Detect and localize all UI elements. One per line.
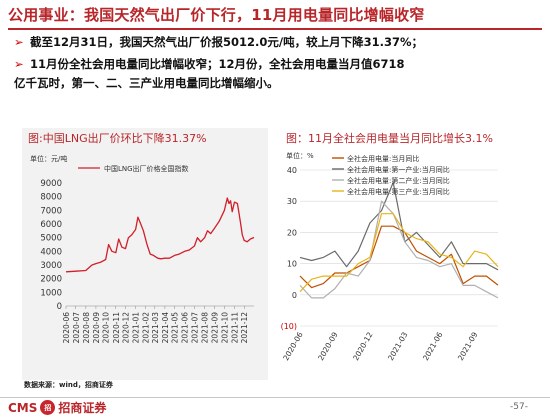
power-x-tick-label: 2020-12 (351, 330, 375, 362)
lng-y-tick-label: 6000 (40, 220, 62, 230)
lng-x-tick-label: 2021-09 (211, 312, 220, 344)
bullet-2-text-cont: 亿千瓦时，第一、二、三产业用电量同比增幅缩小。 (14, 76, 279, 90)
power-legend-label-2: 全社会用电量:第一产业:当月同比 (347, 165, 450, 174)
lng-y-tick-label: 9000 (40, 179, 62, 189)
page-number: -57- (510, 402, 528, 412)
lng-x-tick-label: 2020-10 (102, 312, 111, 344)
power-legend-label-1: 全社会用电量:当月同比 (347, 154, 419, 163)
power-y-tick-label: 20 (287, 228, 297, 237)
lng-y-tick-label: 1000 (40, 288, 62, 298)
lng-unit-label: 单位：元/吨 (30, 154, 67, 163)
power-y-tick-label: 10 (287, 260, 297, 269)
bullet-arrow-icon: ➢ (14, 35, 24, 49)
lng-x-tick-label: 2021-01 (132, 312, 141, 344)
company-logo: CMS 招 招商证券 (8, 399, 106, 416)
lng-x-tick-label: 2021-10 (220, 312, 229, 344)
lng-x-tick-label: 2021-04 (161, 312, 170, 344)
power-x-tick-label: 2021-06 (421, 330, 445, 362)
power-y-tick-label: 0 (292, 291, 297, 300)
lng-x-tick-label: 2020-07 (72, 312, 81, 344)
lng-x-tick-label: 2021-08 (201, 312, 210, 344)
power-x-tick-label: 2021-09 (456, 330, 480, 362)
lng-x-tick-label: 2020-12 (122, 312, 131, 344)
bullet-1-text: 截至12月31日，我国天然气出厂价报5012.0元/吨，较上月下降31.37%； (30, 35, 423, 49)
slide-title: 公用事业：我国天然气出厂价下行，11月用电量同比增幅收窄 (8, 6, 425, 24)
power-chart-title: 图：11月全社会用电量当月同比增长3.1% (286, 132, 493, 145)
title-divider (8, 28, 542, 30)
lng-y-tick-label: 5000 (40, 234, 62, 244)
lng-x-tick-label: 2021-06 (181, 312, 190, 344)
lng-y-tick-label: 8000 (40, 193, 62, 203)
bullet-arrow-icon: ➢ (14, 57, 24, 71)
power-series-line-3 (299, 200, 499, 299)
lng-x-tick-label: 2021-02 (142, 312, 151, 344)
power-y-tick-label: (10) (281, 322, 297, 331)
lng-x-tick-label: 2020-11 (112, 312, 121, 344)
power-x-tick-label: 2020-09 (316, 330, 340, 362)
logo-cms-text: CMS (8, 400, 38, 415)
footer-divider (0, 397, 550, 398)
lng-x-tick-label: 2021-05 (171, 312, 180, 344)
lng-x-tick-label: 2020-09 (92, 312, 101, 344)
logo-badge-icon: 招 (40, 400, 56, 415)
lng-x-tick-label: 2021-03 (151, 312, 160, 344)
logo-name-text: 招商证券 (58, 401, 107, 415)
power-series-line-1 (299, 225, 499, 289)
lng-y-tick-label: 0 (57, 302, 62, 312)
bullet-2: ➢ 11月份全社会用电量同比增幅收窄；12月份，全社会用电量当月值6718 (14, 55, 405, 74)
lng-legend-label: 中国LNG出厂价格全国指数 (104, 164, 189, 173)
lng-x-tick-label: 2021-07 (190, 312, 199, 344)
data-source-note: 数据来源：wind，招商证券 (24, 381, 113, 389)
lng-price-chart-panel: 图:中国LNG出厂价环比下降31.37% 单位：元/吨中国LNG出厂价格全国指数… (22, 128, 268, 380)
power-usage-chart: (10) 0 10 20 30 40 单位：% 2020-06 2020-09 2020-12 20… (281, 151, 499, 362)
power-legend-label-4: 全社会用电量:第三产业:当月同比 (347, 187, 450, 196)
bullet-2-continued: 亿千瓦时，第一、二、三产业用电量同比增幅缩小。 (14, 74, 279, 93)
power-usage-chart-panel: 图：11月全社会用电量当月同比增长3.1% (10) 0 10 20 30 40 单位：% 2… (280, 128, 528, 380)
lng-chart-title: 图:中国LNG出厂价环比下降31.37% (28, 132, 207, 145)
lng-x-tick-label: 2021-11 (230, 312, 239, 344)
lng-y-tick-label: 4000 (40, 247, 62, 257)
power-series-line-4 (299, 213, 499, 293)
bullet-2-text: 11月份全社会用电量同比增幅收窄；12月份，全社会用电量当月值6718 (30, 57, 405, 71)
power-y-tick-label: 30 (287, 197, 297, 206)
lng-y-tick-label: 7000 (40, 206, 62, 216)
power-y-tick-label: 40 (287, 166, 297, 175)
power-x-tick-label: 2021-03 (386, 330, 410, 362)
lng-y-tick-label: 2000 (40, 275, 62, 285)
lng-x-tick-label: 2020-06 (62, 312, 71, 344)
bullet-1: ➢ 截至12月31日，我国天然气出厂价报5012.0元/吨，较上月下降31.37%… (14, 33, 423, 52)
lng-x-tick-label: 2020-08 (82, 312, 91, 344)
power-unit-label: 单位：% (286, 151, 314, 160)
lng-price-line (65, 197, 255, 273)
lng-x-tick-label: 2021-12 (240, 312, 249, 344)
power-legend-label-3: 全社会用电量:第二产业:当月同比 (347, 176, 450, 185)
lng-y-tick-label: 3000 (40, 261, 62, 271)
power-x-tick-label: 2020-06 (281, 330, 305, 362)
